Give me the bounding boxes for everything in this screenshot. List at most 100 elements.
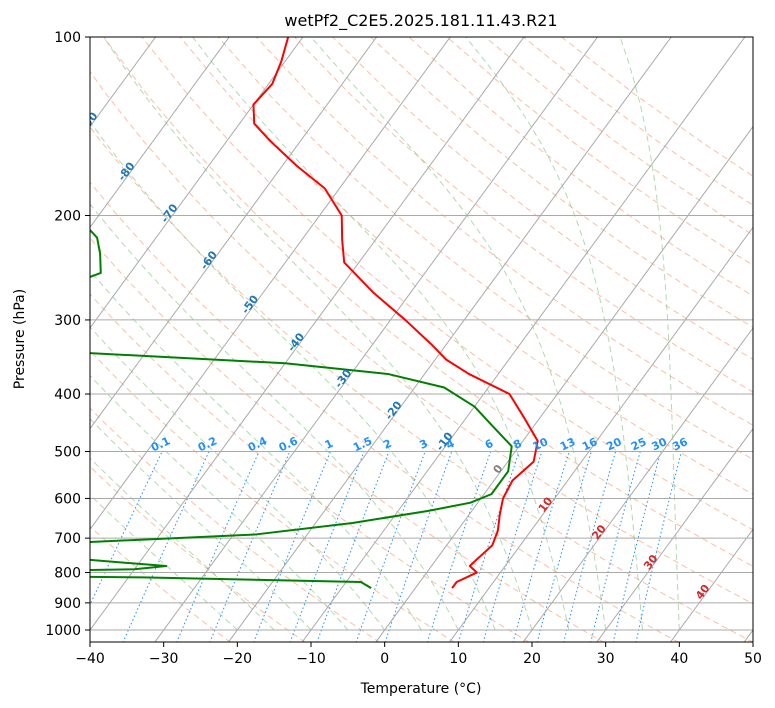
y-tick-label: 600 — [54, 491, 81, 507]
y-tick-label: 700 — [54, 531, 81, 547]
dry-adiabat — [103, 37, 753, 567]
isotherm-line — [154, 37, 599, 642]
isotherm-label: -70 — [158, 201, 181, 225]
mixing-ratio-line — [536, 451, 592, 642]
mixing-ratio-line — [612, 451, 662, 642]
mixing-ratio-label: 1 — [323, 437, 335, 452]
mixing-ratio-label: 3 — [417, 437, 429, 452]
isotherm-line — [669, 528, 753, 642]
mixing-ratio-line — [590, 451, 641, 642]
x-tick-label: 0 — [380, 651, 389, 667]
mixing-ratio-line — [209, 451, 291, 642]
isotherm-label: -40 — [285, 330, 308, 354]
isotherm-label: -50 — [239, 292, 262, 316]
mixing-ratio-label: 36 — [670, 435, 690, 453]
moist-adiabat — [465, 37, 643, 631]
mixing-ratio-label: 6 — [483, 437, 496, 452]
mixing-ratio-label: 8 — [511, 437, 523, 452]
isotherm-line — [522, 327, 753, 642]
isotherm-line — [596, 427, 753, 642]
plot-frame — [89, 36, 754, 643]
y-tick-label: 800 — [54, 566, 81, 582]
y-axis: 100 200 300 400 500 600 700 800 900 1000 — [45, 30, 90, 639]
isotherm-line — [227, 37, 672, 642]
x-tick-label: −20 — [223, 651, 253, 667]
moist-adiabat — [103, 37, 533, 631]
dry-adiabat — [217, 37, 753, 460]
dry-adiabat — [90, 293, 530, 642]
isotherm-label-warm: 40 — [693, 582, 713, 602]
mixing-ratio-label: 16 — [580, 435, 600, 453]
zero-isotherm-label: 0 — [490, 462, 505, 476]
mixing-ratio-line — [512, 451, 570, 642]
moist-adiabat — [90, 418, 312, 631]
dry-adiabat — [484, 37, 753, 236]
x-tick-label: 30 — [597, 651, 615, 667]
isotherm-line — [90, 37, 525, 631]
dry-adiabat — [90, 237, 605, 642]
mixing-ratio-line — [457, 451, 520, 642]
isotherm-label: -90 — [78, 109, 101, 133]
mixing-ratio-line — [426, 451, 492, 642]
isotherm-label: -20 — [382, 398, 405, 422]
isotherm-line — [301, 37, 746, 642]
mixing-ratio-line — [482, 451, 543, 642]
isotherm-label: -100 — [39, 56, 66, 86]
mixing-ratio-label: 20 — [604, 435, 624, 453]
moist-adiabat — [90, 120, 496, 631]
dewpoint-line — [90, 37, 513, 590]
dry-adiabat — [141, 37, 753, 531]
mixing-ratio-label: 25 — [629, 435, 648, 453]
moist-adiabat — [90, 203, 459, 631]
background-lines — [90, 37, 753, 642]
moist-adiabat — [90, 457, 275, 631]
mixing-ratio-label: 30 — [650, 435, 670, 453]
mixing-ratio-line — [355, 451, 426, 642]
isotherm-line — [90, 37, 378, 430]
isotherm-line — [90, 37, 304, 329]
dry-adiabat — [90, 525, 231, 642]
y-axis-label: Pressure (hPa) — [12, 289, 28, 389]
isotherm-line — [90, 37, 451, 531]
dry-adiabat — [408, 37, 753, 297]
y-tick-label: 300 — [54, 313, 81, 329]
dry-adiabat — [523, 37, 753, 206]
dry-adiabat — [90, 126, 753, 642]
mixing-ratio-label: 13 — [558, 435, 577, 453]
dry-adiabat — [446, 37, 753, 266]
mixing-ratio-label: 10 — [531, 435, 551, 453]
mixing-ratio-line — [384, 451, 453, 642]
profile-lines — [90, 37, 539, 590]
dry-adiabat — [90, 70, 753, 605]
isotherm-label-warm: 20 — [589, 522, 609, 542]
isotherm-line — [375, 125, 753, 642]
y-tick-label: 1000 — [45, 623, 81, 639]
y-tick-label: 500 — [54, 444, 81, 460]
x-tick-label: 40 — [670, 651, 688, 667]
x-axis-label: Temperature (°C) — [360, 681, 482, 697]
dry-adiabat — [294, 37, 753, 393]
moist-adiabat — [90, 494, 238, 631]
x-tick-label: 20 — [523, 651, 541, 667]
dry-adiabat — [90, 181, 679, 642]
moist-adiabat — [192, 37, 570, 631]
x-tick-label: −40 — [75, 651, 105, 667]
isotherm-line — [90, 37, 157, 128]
grid-lines — [90, 37, 753, 642]
x-tick-label: −30 — [149, 651, 179, 667]
dry-adiabat — [90, 466, 306, 642]
mixing-ratio-line — [635, 451, 683, 642]
isotherm-line — [448, 226, 753, 642]
x-tick-label: −10 — [296, 651, 326, 667]
dry-adiabat — [255, 37, 753, 426]
moist-adiabat — [90, 326, 386, 631]
dry-adiabat — [90, 407, 381, 642]
moist-adiabat — [619, 37, 680, 631]
y-tick-label: 100 — [54, 30, 81, 46]
isotherm-label: -60 — [198, 248, 221, 272]
isotherm-label-warm: 30 — [641, 552, 661, 572]
mixing-ratio-line — [289, 451, 365, 642]
mixing-ratio-line — [253, 451, 331, 642]
mixing-ratio-line — [316, 451, 390, 642]
dry-adiabat — [179, 37, 753, 495]
